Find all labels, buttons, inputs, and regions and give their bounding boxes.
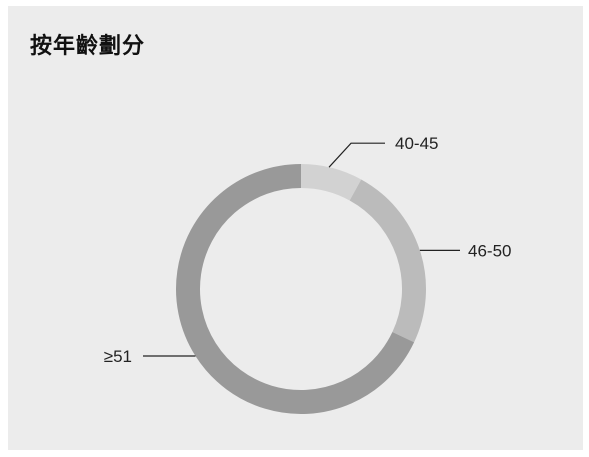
slice-label-≥51: ≥51: [104, 347, 132, 366]
chart-title: 按年齡劃分: [30, 34, 146, 59]
leader-line-40-45: [328, 142, 385, 168]
donut-slice-≥51: [176, 164, 415, 414]
donut-slice-40-45: [300, 164, 362, 201]
slice-label-46-50: 46-50: [468, 241, 511, 260]
donut-slices: [176, 164, 426, 414]
chart-panel: 按年齡劃分 40-45 46-50 ≥51: [8, 6, 583, 450]
donut-chart: 40-45 46-50 ≥51: [104, 134, 512, 414]
donut-slice-46-50: [349, 179, 426, 343]
slice-label-40-45: 40-45: [395, 134, 438, 153]
slice-labels: 40-45 46-50 ≥51: [104, 134, 512, 366]
